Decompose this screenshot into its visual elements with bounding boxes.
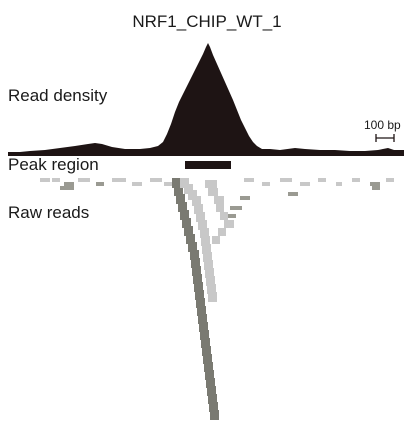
read-segment (204, 260, 213, 270)
read-segment (201, 338, 210, 348)
read-segment (132, 182, 142, 186)
read-segment (174, 186, 183, 196)
read-segment (196, 298, 205, 308)
read-segment (188, 190, 197, 200)
read-segment (207, 386, 216, 396)
peak-region-label: Peak region (8, 155, 99, 174)
read-segment (226, 214, 236, 218)
read-segment (218, 228, 226, 236)
read-segment (220, 212, 228, 220)
read-segment (209, 402, 218, 412)
read-segment (194, 204, 203, 214)
read-segment (40, 178, 50, 182)
read-segment (198, 220, 207, 230)
read-segment (336, 182, 342, 186)
raw-reads-track (40, 178, 394, 420)
read-segment (210, 410, 219, 420)
read-density-track (8, 43, 404, 156)
read-segment (200, 330, 209, 340)
read-segment (180, 178, 189, 188)
read-segment (204, 362, 213, 372)
read-segment (370, 182, 380, 186)
read-segment (52, 178, 60, 182)
read-segment (164, 182, 172, 186)
read-segment (280, 178, 292, 182)
read-segment (184, 184, 193, 194)
raw-reads-label: Raw reads (8, 203, 90, 222)
read-segment (182, 218, 191, 228)
read-segment (300, 182, 310, 186)
read-segment (186, 234, 195, 244)
read-segment (150, 178, 162, 182)
read-segment (202, 244, 211, 254)
read-segment (193, 274, 202, 284)
read-segment (240, 196, 250, 200)
read-segment (262, 182, 270, 186)
read-segment (172, 178, 181, 188)
read-segment (207, 284, 216, 294)
read-segment (352, 178, 360, 182)
read-segment (78, 178, 90, 182)
read-segment (203, 252, 212, 262)
read-density-label: Read density (8, 86, 108, 105)
read-segment (208, 394, 217, 404)
read-segment (64, 182, 74, 186)
read-segment (208, 188, 218, 196)
read-segment (196, 212, 205, 222)
read-segment (208, 292, 217, 302)
read-segment (224, 220, 234, 228)
read-segment (386, 178, 394, 182)
read-segment (372, 186, 380, 190)
read-segment (112, 178, 126, 182)
read-segment (191, 258, 200, 268)
read-segment (190, 250, 199, 260)
read-segment (202, 346, 211, 356)
peak-region-bar (185, 161, 231, 169)
read-segment (230, 206, 242, 210)
read-segment (60, 186, 74, 190)
read-segment (194, 282, 203, 292)
read-segment (201, 236, 210, 246)
scale-bar-label: 100 bp (364, 118, 401, 132)
read-segment (206, 378, 215, 388)
scale-bar (375, 134, 395, 142)
read-segment (318, 178, 326, 182)
read-segment (96, 182, 104, 186)
read-segment (200, 228, 209, 238)
read-segment (180, 210, 189, 220)
read-segment (198, 314, 207, 324)
plot-title: NRF1_CHIP_WT_1 (132, 12, 282, 31)
read-segment (199, 322, 208, 332)
read-segment (206, 276, 215, 286)
read-segment (212, 236, 220, 244)
read-segment (178, 202, 187, 212)
read-segment (197, 306, 206, 316)
read-segment (184, 226, 193, 236)
read-segment (195, 290, 204, 300)
read-segment (205, 268, 214, 278)
read-segment (203, 354, 212, 364)
read-segment (214, 196, 224, 204)
read-segment (244, 178, 254, 182)
read-segment (216, 204, 224, 212)
read-segment (176, 194, 185, 204)
read-segment (192, 196, 201, 206)
read-segment (192, 266, 201, 276)
read-segment (188, 242, 197, 252)
read-segment (288, 192, 298, 196)
read-segment (205, 180, 217, 188)
read-segment (205, 370, 214, 380)
